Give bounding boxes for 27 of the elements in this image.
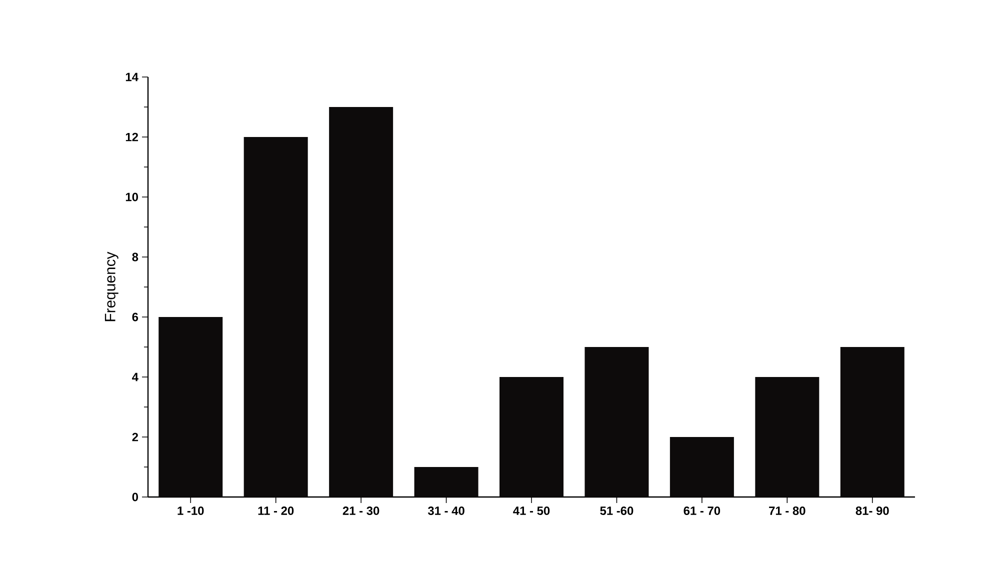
bar [500,376,564,497]
y-tick-label: 12 [126,132,138,142]
bar [329,106,394,497]
bar [755,376,820,497]
x-tick-label: 51 -60 [600,506,634,515]
y-tick-label: 0 [132,492,138,502]
bar [670,437,734,497]
x-tick-label: 71 - 80 [769,506,806,515]
y-tick-label: 6 [132,312,138,322]
y-tick-label: 10 [126,192,138,202]
x-tick-label: 61 - 70 [684,506,720,515]
bar [158,316,223,497]
y-axis-title: Frequency [104,252,118,322]
x-tick-label: 11 - 20 [258,506,294,515]
bar [244,136,308,497]
x-tick-label: 81- 90 [856,506,889,515]
bar [584,346,649,497]
bar [414,467,478,497]
x-tick-label: 31 - 40 [428,506,464,516]
y-tick-label: 8 [132,252,138,262]
x-tick-label: 21 - 30 [342,506,380,516]
y-tick-label: 2 [132,432,138,442]
x-tick-label: 41 - 50 [513,506,550,515]
x-tick-label: 1 -10 [178,506,204,515]
y-tick-label: 4 [132,372,138,382]
bar [840,346,904,497]
y-tick-label: 14 [126,72,138,82]
